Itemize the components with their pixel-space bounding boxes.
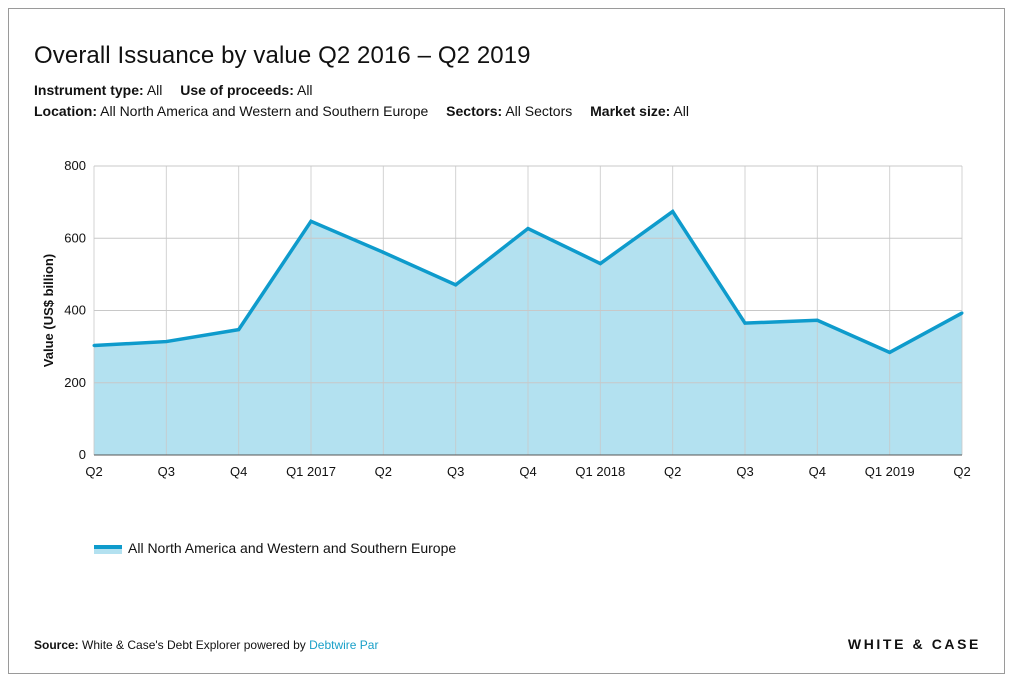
y-tick-label: 0 [79,447,86,462]
x-tick-label: Q4 [809,464,826,479]
x-tick-label: Q3 [158,464,175,479]
y-tick-label: 800 [64,158,86,173]
x-tick-label: Q1 2018 [575,464,625,479]
filter-line-2: Location: All North America and Western … [34,103,689,119]
legend: All North America and Western and Southe… [94,540,456,556]
use-of-proceeds-label: Use of proceeds: [180,82,294,98]
brand-logo: WHITE & CASE [847,636,981,652]
legend-swatch [94,542,122,554]
location-label: Location: [34,103,97,119]
data-point [164,340,168,344]
sectors-label: Sectors: [446,103,503,119]
x-tick-label: Q4 [519,464,536,479]
x-tick-label: Q1 2017 [286,464,336,479]
data-point [92,344,96,348]
x-tick-label: Q3 [736,464,753,479]
source-label: Source: [34,638,79,652]
y-tick-label: 400 [64,303,86,318]
data-point [960,311,964,315]
instrument-type-value: All [146,82,163,98]
chart-title: Overall Issuance by value Q2 2016 – Q2 2… [34,42,531,69]
data-point [598,262,602,266]
filter-line-1: Instrument type: All Use of proceeds: Al… [34,82,313,98]
sectors-value: All Sectors [505,103,573,119]
source-link[interactable]: Debtwire Par [309,638,379,652]
data-point [237,328,241,332]
y-tick-label: 600 [64,230,86,245]
y-axis-label: Value (US$ billion) [41,254,56,367]
use-of-proceeds-value: All [296,82,313,98]
x-tick-label: Q4 [230,464,247,479]
market-size-value: All [673,103,689,119]
data-point [309,219,313,223]
market-size-label: Market size: [590,103,671,119]
x-tick-label: Q2 [953,464,970,479]
data-point [671,210,675,214]
source-text: White & Case's Debt Explorer powered by [82,638,306,652]
data-point [526,226,530,230]
location-value: All North America and Western and Southe… [100,103,429,119]
source-note: Source: White & Case's Debt Explorer pow… [34,638,378,652]
x-tick-label: Q2 [85,464,102,479]
legend-label: All North America and Western and Southe… [128,540,457,556]
data-point [888,350,892,354]
x-tick-label: Q2 [375,464,392,479]
y-tick-label: 200 [64,375,86,390]
data-point [381,250,385,254]
x-tick-label: Q2 [664,464,681,479]
instrument-type-label: Instrument type: [34,82,144,98]
data-point [743,321,747,325]
x-tick-label: Q1 2019 [865,464,915,479]
data-point [815,318,819,322]
x-tick-label: Q3 [447,464,464,479]
data-point [454,283,458,287]
